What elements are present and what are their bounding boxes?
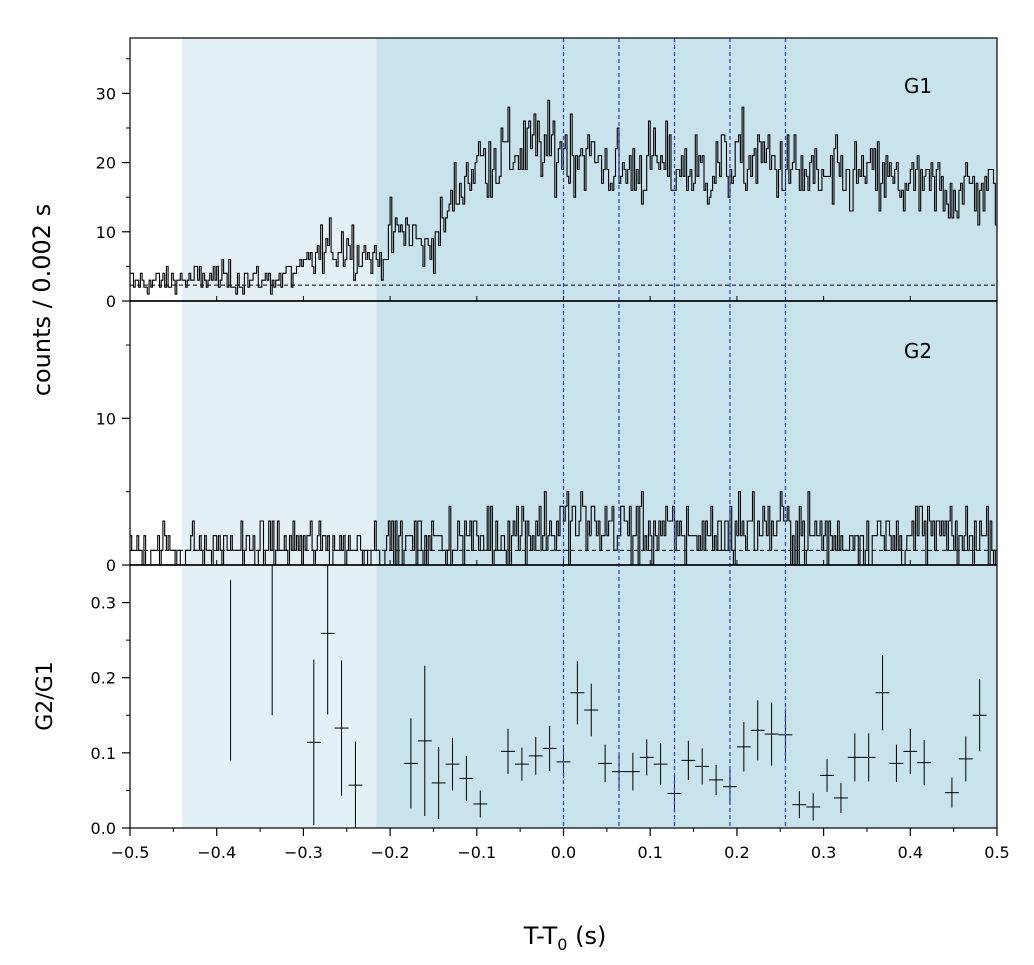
x-axis-title-main: T-T	[523, 922, 558, 950]
y-axis-title-counts: counts / 0.002 s	[28, 204, 56, 396]
x-axis-title: T-T0 (s)	[523, 922, 607, 954]
interval-shading-layer	[182, 38, 997, 828]
g1-histogram	[130, 99, 997, 295]
g1-ytick-label-3: 30	[96, 84, 116, 103]
xtick-label-3: −0.2	[371, 843, 410, 862]
xtick-label-9: 0.4	[898, 843, 923, 862]
g1-ytick-label-1: 10	[96, 223, 116, 242]
g1-ytick-label-2: 20	[96, 154, 116, 173]
xtick-label-2: −0.3	[284, 843, 323, 862]
xtick-label-6: 0.1	[637, 843, 662, 862]
xtick-label-7: 0.2	[724, 843, 749, 862]
hardness-ratio-panel	[230, 565, 987, 828]
xtick-label-10: 0.5	[984, 843, 1009, 862]
xtick-label-1: −0.4	[197, 843, 236, 862]
interval-boundary-lines	[562, 38, 787, 828]
ratio-ytick-label-3: 0.3	[91, 594, 116, 613]
xtick-label-4: −0.1	[457, 843, 496, 862]
xtick-label-0: −0.5	[111, 843, 150, 862]
g1-ytick-label-0: 0	[106, 292, 116, 311]
xtick-label-5: 0.0	[551, 843, 576, 862]
y-axis-title-ratio: G2/G1	[33, 661, 58, 731]
xtick-label-8: 0.3	[811, 843, 836, 862]
axes-layer: 0 10 20 30 0 10 0.0 0.1 0.2 0.3 −0.5 −0.4 −0.3 −0.2 −0…	[91, 58, 1010, 862]
panel-label-g1: G1	[904, 74, 932, 98]
ratio-ytick-label-2: 0.2	[91, 669, 116, 688]
ratio-ytick-label-0: 0.0	[91, 819, 116, 838]
panel-label-g2: G2	[904, 339, 932, 363]
g2-ytick-label-0: 0	[106, 556, 116, 575]
ratio-ytick-label-1: 0.1	[91, 744, 116, 763]
x-axis-title-unit: (s)	[567, 922, 606, 950]
g2-ytick-label-1: 10	[96, 409, 116, 428]
shaded-interval-0	[182, 38, 377, 828]
x-axis-title-subscript: 0	[557, 935, 567, 954]
